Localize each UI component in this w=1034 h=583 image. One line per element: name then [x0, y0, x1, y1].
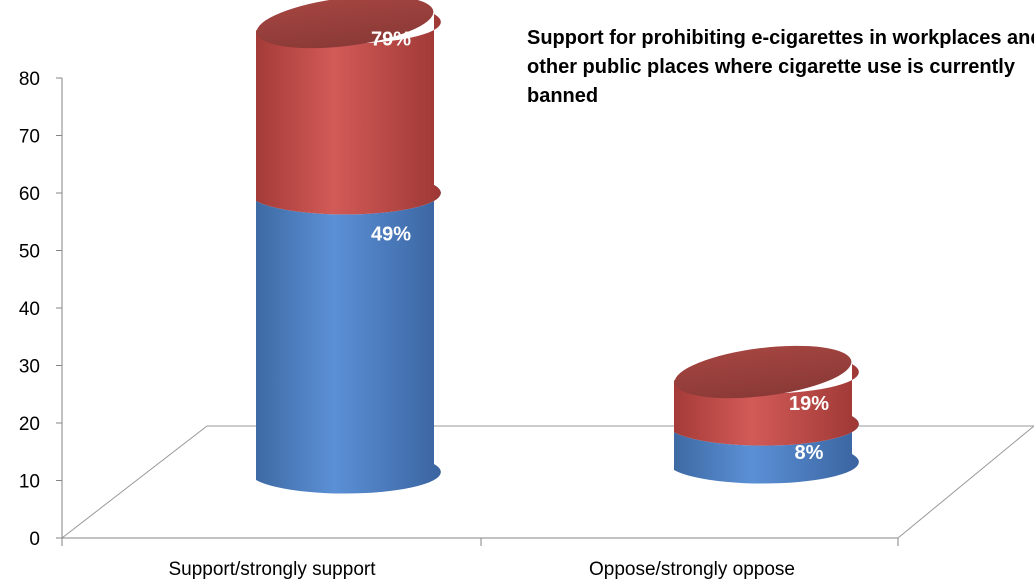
y-tick-label: 10 — [19, 472, 40, 493]
x-category-label: Oppose/strongly oppose — [589, 559, 795, 580]
y-tick-label: 30 — [19, 357, 40, 378]
data-label-blue: 8% — [795, 442, 824, 464]
data-label-red: 79% — [371, 28, 411, 50]
y-tick-label: 20 — [19, 414, 40, 435]
bar-support-top — [256, 0, 434, 49]
y-tick-label: 0 — [29, 529, 40, 550]
bar-support-blue — [256, 184, 441, 494]
chart-axes: 0 10 20 30 40 50 60 70 80 Support/strongly suppor… — [19, 69, 1034, 580]
chart-title: Support for prohibiting e-cigarettes in … — [527, 27, 1034, 107]
chart-bars — [256, 0, 859, 494]
x-category-label: Support/strongly support — [168, 559, 376, 580]
data-label-red: 19% — [789, 393, 829, 415]
bar-oppose-blue — [674, 416, 859, 484]
bar-oppose-red — [674, 364, 859, 446]
chart-floor — [60, 425, 1034, 539]
chart-labels: 49% 79% 8% 19% — [371, 28, 829, 464]
y-tick-label: 60 — [19, 184, 40, 205]
bar-oppose-top — [674, 345, 852, 399]
y-tick-label: 70 — [19, 127, 40, 148]
bar-support-red — [256, 14, 441, 215]
data-label-blue: 49% — [371, 223, 411, 245]
y-tick-label: 80 — [19, 69, 40, 90]
y-tick-label: 40 — [19, 299, 40, 320]
y-tick-label: 50 — [19, 242, 40, 263]
